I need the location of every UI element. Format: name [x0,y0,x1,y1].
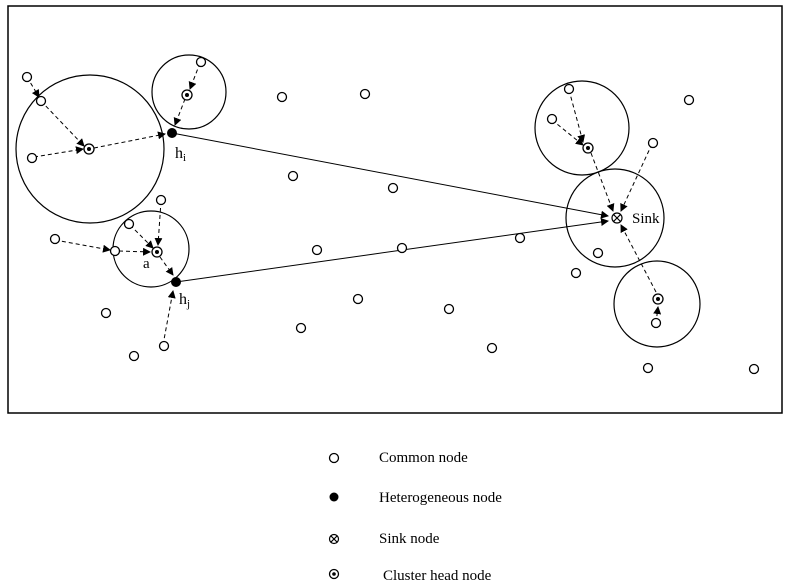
cluster-head-nodes [83,89,664,305]
cluster-head-node [151,246,163,258]
link-hj-to-sink [175,218,609,283]
common-node [128,350,140,362]
legend-item-heterogeneous: Heterogeneous node [329,490,502,506]
label-sink: Sink [632,211,660,227]
common-node-icon [328,452,340,464]
legend: Common node Heterogeneous node Sink node… [328,450,502,584]
sink-node-icon [328,533,340,545]
label-hj: hj [179,291,190,310]
common-node [21,71,33,83]
heterogeneous-node-icon [329,492,339,502]
common-node [123,218,135,230]
link-hi-to-sink [171,132,609,219]
common-node [287,170,299,182]
legend-label: Sink node [379,531,440,547]
common-node [486,342,498,354]
common-nodes [21,56,760,375]
common-node [546,113,558,125]
common-node [352,293,364,305]
common-node [311,244,323,256]
legend-label: Common node [379,450,468,466]
common-node [387,182,399,194]
legend-label: Cluster head node [383,568,492,584]
cluster-region-top-right [534,80,630,176]
common-node [295,322,307,334]
common-node [35,95,47,107]
common-node [49,233,61,245]
cluster-region-sink [565,168,665,268]
cluster-region-top [151,54,227,130]
common-node [109,245,121,257]
common-node [359,88,371,100]
common-node [396,242,408,254]
dashed-links [26,62,662,346]
common-node [514,232,526,244]
label-hi: hi [175,145,186,164]
common-node [443,303,455,315]
common-node [563,83,575,95]
cluster-head-node [181,89,193,101]
cluster-head-node-icon [328,568,340,580]
common-node [647,137,659,149]
cluster-head-node [83,143,95,155]
common-node [195,56,207,68]
common-node [100,307,112,319]
sink-node [611,212,623,224]
common-node [592,247,604,259]
heterogeneous-node-hi [167,128,177,138]
diagram-frame [7,5,783,414]
common-node [650,317,662,329]
legend-label: Heterogeneous node [379,490,502,506]
cluster-head-node [652,293,664,305]
heterogeneous-nodes [167,128,181,287]
heterogeneous-node-hj [171,277,181,287]
common-node [276,91,288,103]
common-node [158,340,170,352]
common-node [642,362,654,374]
common-node [155,194,167,206]
legend-item-cluster-head: Cluster head node [328,568,492,584]
long-range-links [171,132,609,283]
legend-item-common: Common node [328,450,468,466]
legend-item-sink: Sink node [328,531,440,547]
cluster-region-large [15,74,165,224]
label-a: a [143,256,150,272]
common-node [570,267,582,279]
common-node [26,152,38,164]
common-node [748,363,760,375]
cluster-regions [15,54,701,348]
cluster-region-bottom-right [613,260,701,348]
common-node [683,94,695,106]
cluster-head-node [582,142,594,154]
